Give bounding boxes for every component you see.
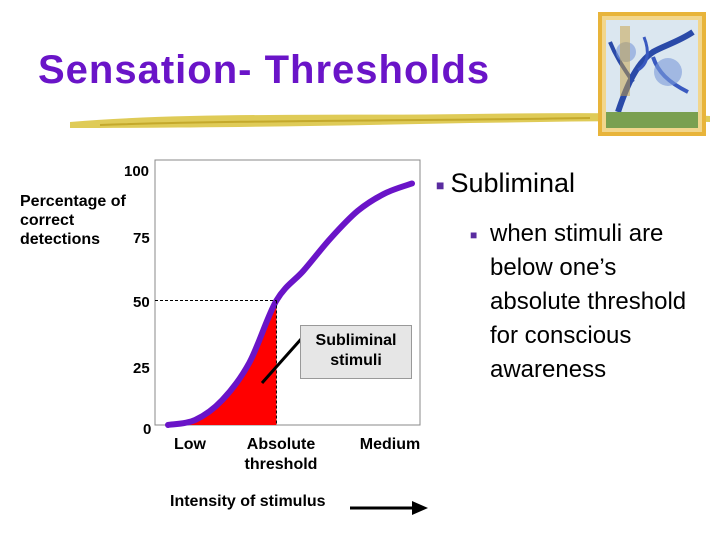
bullet-sub-square-icon: ■ [470, 228, 478, 242]
y-tick-75: 75 [133, 230, 150, 247]
y-tick-0: 0 [143, 421, 152, 438]
x-label-absolute-threshold: Absolute threshold [244, 436, 318, 473]
x-axis-label: Intensity of stimulus [170, 493, 326, 510]
y-tick-100: 100 [124, 163, 150, 180]
bullet-main-text: Subliminal [450, 168, 576, 198]
bullet-main: ■ Subliminal [436, 168, 575, 199]
x-axis-arrow [350, 501, 428, 515]
plot-frame [154, 159, 421, 426]
slide-title: Sensation- Thresholds [38, 48, 491, 92]
y-tick-25: 25 [133, 360, 150, 377]
y-tick-50: 50 [133, 294, 150, 311]
threshold-chart [154, 159, 421, 428]
y-axis-label: Percentage of correct detections [20, 193, 126, 248]
bullet-sub-text: when stimuli are below one’s absolute th… [490, 220, 687, 383]
subliminal-area [168, 300, 277, 425]
subliminal-stimuli-label: Subliminal stimuli [300, 325, 412, 379]
x-label-medium: Medium [359, 436, 421, 453]
x-label-low: Low [174, 436, 206, 453]
tree-illustration-icon [598, 12, 706, 136]
detection-curve [165, 180, 415, 428]
bullet-square-icon: ■ [436, 176, 445, 193]
annotation-pointer [260, 337, 304, 384]
title-underline [70, 113, 710, 128]
